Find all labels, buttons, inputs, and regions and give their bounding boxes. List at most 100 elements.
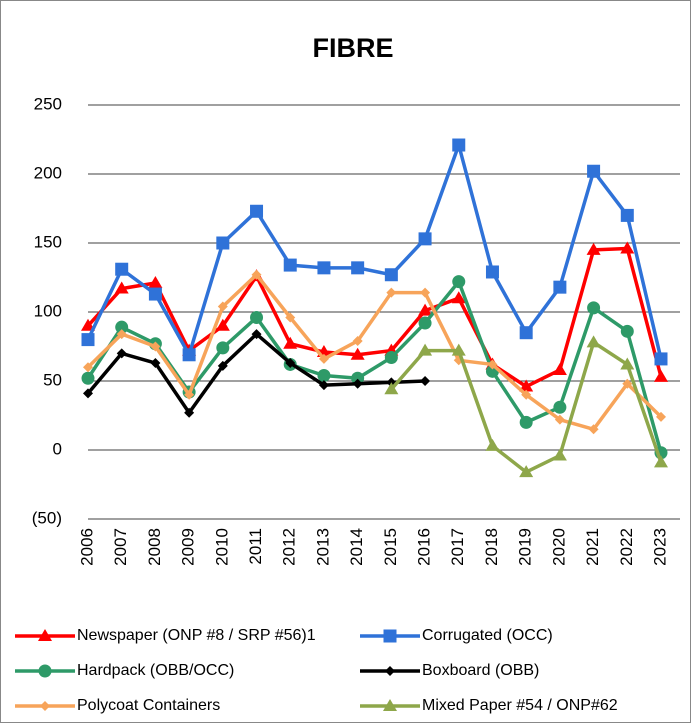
data-point	[217, 301, 228, 312]
x-tick-label: 2020	[549, 528, 568, 566]
data-point	[586, 335, 601, 348]
data-point	[519, 465, 534, 478]
data-point	[451, 343, 466, 356]
x-tick-label: 2016	[415, 528, 434, 566]
data-point	[552, 448, 567, 461]
x-tick-label: 2011	[246, 528, 265, 565]
data-point	[552, 362, 567, 375]
data-point	[656, 411, 666, 422]
x-tick-label: 2019	[516, 528, 535, 566]
data-point	[521, 389, 532, 400]
data-point	[217, 360, 228, 371]
data-point	[317, 368, 331, 382]
chart-title: FIBRE	[313, 33, 394, 63]
legend-label: Polycoat Containers	[77, 697, 220, 714]
legend-marker	[383, 629, 397, 643]
data-point	[418, 316, 432, 330]
data-point	[116, 348, 127, 359]
data-point	[418, 303, 433, 316]
x-tick-label: 2021	[583, 528, 602, 566]
data-point	[487, 359, 498, 370]
x-tick-label: 2018	[482, 528, 501, 566]
x-tick-label: 2022	[617, 528, 636, 566]
y-tick-label: 100	[34, 301, 62, 320]
data-point	[285, 358, 296, 369]
data-point	[620, 208, 634, 222]
data-point	[622, 378, 633, 389]
data-point	[283, 336, 298, 349]
data-point	[620, 357, 635, 370]
y-tick-label: 0	[53, 439, 62, 458]
data-point	[216, 341, 230, 355]
data-point	[384, 382, 399, 395]
data-point	[485, 438, 500, 451]
data-point	[587, 164, 601, 178]
data-point	[352, 335, 363, 346]
x-tick-label: 2007	[111, 528, 130, 566]
data-point	[519, 326, 533, 340]
data-point	[184, 389, 195, 400]
data-point	[587, 301, 601, 315]
x-tick-label: 2012	[280, 528, 299, 566]
legend-label: Boxboard (OBB)	[422, 662, 539, 679]
legend-marker	[383, 699, 397, 711]
data-point	[83, 388, 93, 399]
legend-marker	[38, 629, 52, 641]
data-point	[318, 380, 329, 391]
series-line	[86, 246, 663, 389]
data-point	[418, 343, 433, 356]
y-tick-label: 250	[34, 94, 62, 113]
legend-marker	[40, 701, 50, 711]
series-line	[86, 143, 663, 360]
data-point	[81, 333, 95, 347]
data-point	[418, 232, 432, 246]
data-point	[519, 379, 534, 392]
data-point	[250, 311, 264, 325]
data-point	[317, 261, 331, 275]
y-tick-label: 200	[34, 163, 62, 182]
data-point	[352, 378, 363, 389]
data-point	[81, 371, 95, 385]
data-point	[318, 353, 329, 364]
data-point	[351, 371, 365, 385]
x-tick-label: 2010	[212, 528, 231, 566]
y-tick-label: (50)	[32, 508, 62, 527]
data-point	[586, 242, 601, 255]
data-point	[150, 358, 161, 369]
data-point	[384, 351, 398, 365]
legend-label: Hardpack (OBB/OCC)	[77, 662, 234, 679]
x-tick-label: 2006	[77, 528, 96, 566]
data-point	[251, 329, 262, 340]
x-tick-label: 2015	[381, 528, 400, 566]
data-point	[182, 348, 196, 362]
data-point	[386, 287, 397, 298]
data-point	[148, 287, 162, 301]
data-point	[116, 329, 127, 340]
data-point	[285, 312, 296, 323]
legend-marker	[385, 666, 395, 676]
data-point	[83, 362, 93, 373]
data-point	[485, 265, 499, 279]
x-tick-label: 2014	[347, 528, 366, 566]
data-point	[554, 414, 565, 425]
data-point	[452, 275, 466, 289]
data-point	[452, 138, 466, 152]
x-tick-label: 2009	[179, 528, 198, 566]
x-tick-label: 2017	[448, 528, 467, 566]
legend-marker	[38, 664, 52, 678]
data-point	[115, 262, 129, 276]
data-point	[588, 424, 599, 435]
data-point	[553, 400, 567, 414]
data-point	[251, 269, 262, 280]
data-point	[148, 276, 163, 289]
data-point	[150, 341, 161, 352]
series-line	[86, 272, 663, 432]
data-point	[283, 258, 297, 272]
data-point	[384, 268, 398, 282]
data-point	[654, 455, 668, 468]
legend-label: Mixed Paper #54 / ONP#62	[422, 697, 618, 714]
data-point	[114, 281, 129, 294]
y-tick-label: 150	[34, 232, 62, 251]
y-tick-label: 50	[43, 370, 62, 389]
